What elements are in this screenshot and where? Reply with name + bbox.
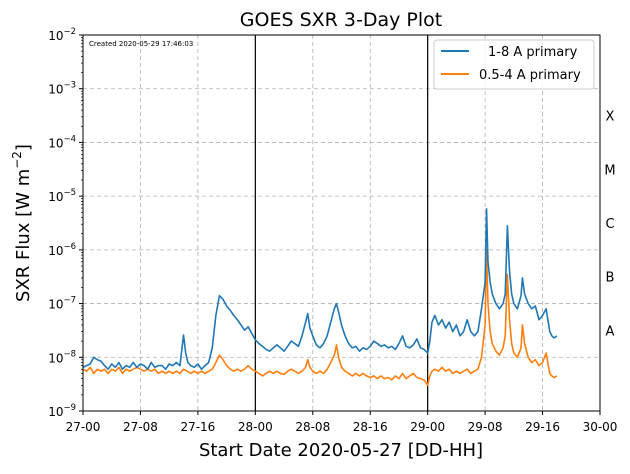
x-axis-label: Start Date 2020-05-27 [DD-HH] — [199, 440, 483, 461]
x-tick-label: 28-08 — [295, 420, 330, 434]
flare-class-label: C — [605, 217, 614, 232]
y-tick-exponent: −7 — [63, 296, 76, 306]
plot-frame — [82, 34, 601, 412]
y-axis-label-main: SXR Flux [W m — [13, 169, 34, 302]
x-tick-label: 29-00 — [410, 420, 445, 434]
flare-class-label: M — [604, 163, 615, 178]
legend-label-1-8a: 1-8 A primary — [488, 45, 578, 60]
x-tick-label: 27-16 — [180, 420, 215, 434]
x-axis-ticks: 27-00 27-08 27-16 28-00 28-08 28-16 29-00 29-08… — [66, 411, 618, 434]
flare-class-label: X — [606, 110, 615, 125]
series-line-1-8-a-primary — [82, 208, 558, 370]
x-tick-label: 27-08 — [123, 420, 158, 434]
y-tick-exponent: −9 — [63, 403, 76, 413]
legend-box — [433, 39, 595, 90]
y-tick-label: 10−4 — [48, 134, 76, 150]
y-tick-label: 10−6 — [48, 242, 76, 258]
created-note: Created 2020-05-29 17:46:03 — [89, 40, 193, 48]
y-tick-base: 10 — [48, 351, 63, 365]
y-axis-ticks: 10−910−810−710−610−510−410−310−2 — [48, 27, 83, 419]
y-tick-exponent: −8 — [63, 349, 76, 359]
y-axis-label-exponent: −2 — [10, 151, 24, 169]
y-tick-base: 10 — [48, 29, 63, 43]
legend: 1-8 A primary 0.5-4 A primary — [433, 39, 595, 90]
legend-label-0-5-4a: 0.5-4 A primary — [479, 68, 581, 83]
y-tick-label: 10−9 — [48, 403, 76, 419]
flare-class-labels: A B C M X — [604, 110, 615, 340]
y-tick-exponent: −6 — [63, 242, 76, 252]
y-tick-label: 10−3 — [48, 81, 76, 97]
series-lines — [82, 208, 558, 387]
y-tick-exponent: −2 — [63, 27, 76, 37]
y-axis-label-close: ] — [13, 144, 34, 151]
x-tick-label: 29-16 — [525, 420, 560, 434]
y-tick-label: 10−2 — [48, 27, 76, 43]
x-tick-label: 28-00 — [238, 420, 273, 434]
y-tick-label: 10−8 — [48, 349, 76, 365]
y-tick-exponent: −3 — [63, 81, 76, 91]
chart-title: GOES SXR 3-Day Plot — [240, 9, 442, 31]
y-tick-base: 10 — [48, 244, 63, 258]
y-tick-base: 10 — [48, 136, 63, 150]
y-tick-base: 10 — [48, 83, 63, 97]
y-tick-base: 10 — [48, 190, 63, 204]
y-tick-base: 10 — [48, 298, 63, 312]
x-tick-label: 27-00 — [66, 420, 101, 434]
y-axis-label: SXR Flux [W m−2] — [10, 144, 34, 302]
series-line-0-5-4-a-primary — [82, 249, 558, 387]
y-tick-exponent: −5 — [63, 188, 76, 198]
y-tick-label: 10−5 — [48, 188, 76, 204]
x-tick-label: 28-16 — [353, 420, 388, 434]
x-tick-label: 30-00 — [583, 420, 618, 434]
flare-class-label: B — [606, 271, 615, 286]
x-tick-label: 29-08 — [468, 420, 503, 434]
y-tick-base: 10 — [48, 405, 63, 419]
y-tick-label: 10−7 — [48, 296, 76, 312]
flare-class-label: A — [606, 324, 615, 339]
day-boundary-lines — [254, 35, 429, 411]
y-tick-exponent: −4 — [63, 134, 76, 144]
